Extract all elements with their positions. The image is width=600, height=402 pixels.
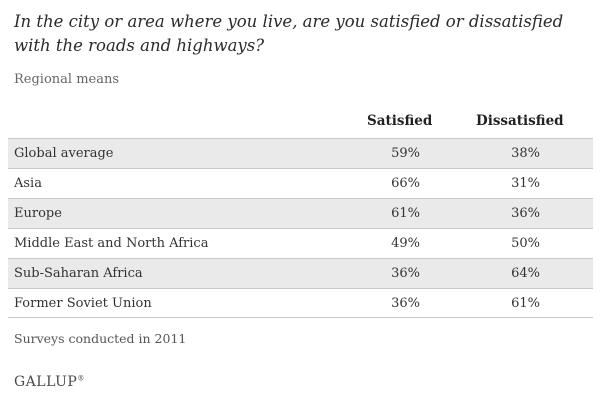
table-row: Europe 61% 36% bbox=[8, 198, 593, 228]
satisfied-value: 61% bbox=[391, 206, 420, 221]
table-row: Former Soviet Union 36% 61% bbox=[8, 288, 593, 318]
dissatisfied-value: 61% bbox=[511, 296, 540, 311]
data-table: Global average 59% 38% Asia 66% 31% Europe 61% 3… bbox=[8, 138, 593, 318]
satisfied-value: 36% bbox=[391, 266, 420, 281]
region-label: Middle East and North Africa bbox=[14, 236, 209, 251]
table-row: Global average 59% 38% bbox=[8, 138, 593, 168]
dissatisfied-value: 31% bbox=[511, 176, 540, 191]
table-row: Middle East and North Africa 49% 50% bbox=[8, 228, 593, 258]
dissatisfied-value: 64% bbox=[511, 266, 540, 281]
satisfied-value: 36% bbox=[391, 296, 420, 311]
chart-title: In the city or area where you live, are … bbox=[14, 12, 564, 55]
region-label: Global average bbox=[14, 146, 114, 161]
table-row: Sub-Saharan Africa 36% 64% bbox=[8, 258, 593, 288]
satisfied-value: 59% bbox=[391, 146, 420, 161]
survey-note: Surveys conducted in 2011 bbox=[14, 331, 187, 346]
region-label: Asia bbox=[14, 176, 42, 191]
region-label: Sub-Saharan Africa bbox=[14, 266, 143, 281]
column-header-satisfied: Satisfied bbox=[367, 113, 433, 129]
dissatisfied-value: 36% bbox=[511, 206, 540, 221]
logo-text: GALLUP bbox=[14, 374, 78, 390]
trademark-mark: ® bbox=[77, 374, 85, 383]
table-row: Asia 66% 31% bbox=[8, 168, 593, 198]
satisfied-value: 66% bbox=[391, 176, 420, 191]
chart-subtitle: Regional means bbox=[14, 72, 120, 87]
gallup-logo: GALLUP® bbox=[14, 374, 85, 390]
satisfied-value: 49% bbox=[391, 236, 420, 251]
column-header-dissatisfied: Dissatisfied bbox=[476, 113, 564, 129]
dissatisfied-value: 38% bbox=[511, 146, 540, 161]
region-label: Former Soviet Union bbox=[14, 296, 152, 311]
region-label: Europe bbox=[14, 206, 62, 221]
dissatisfied-value: 50% bbox=[511, 236, 540, 251]
